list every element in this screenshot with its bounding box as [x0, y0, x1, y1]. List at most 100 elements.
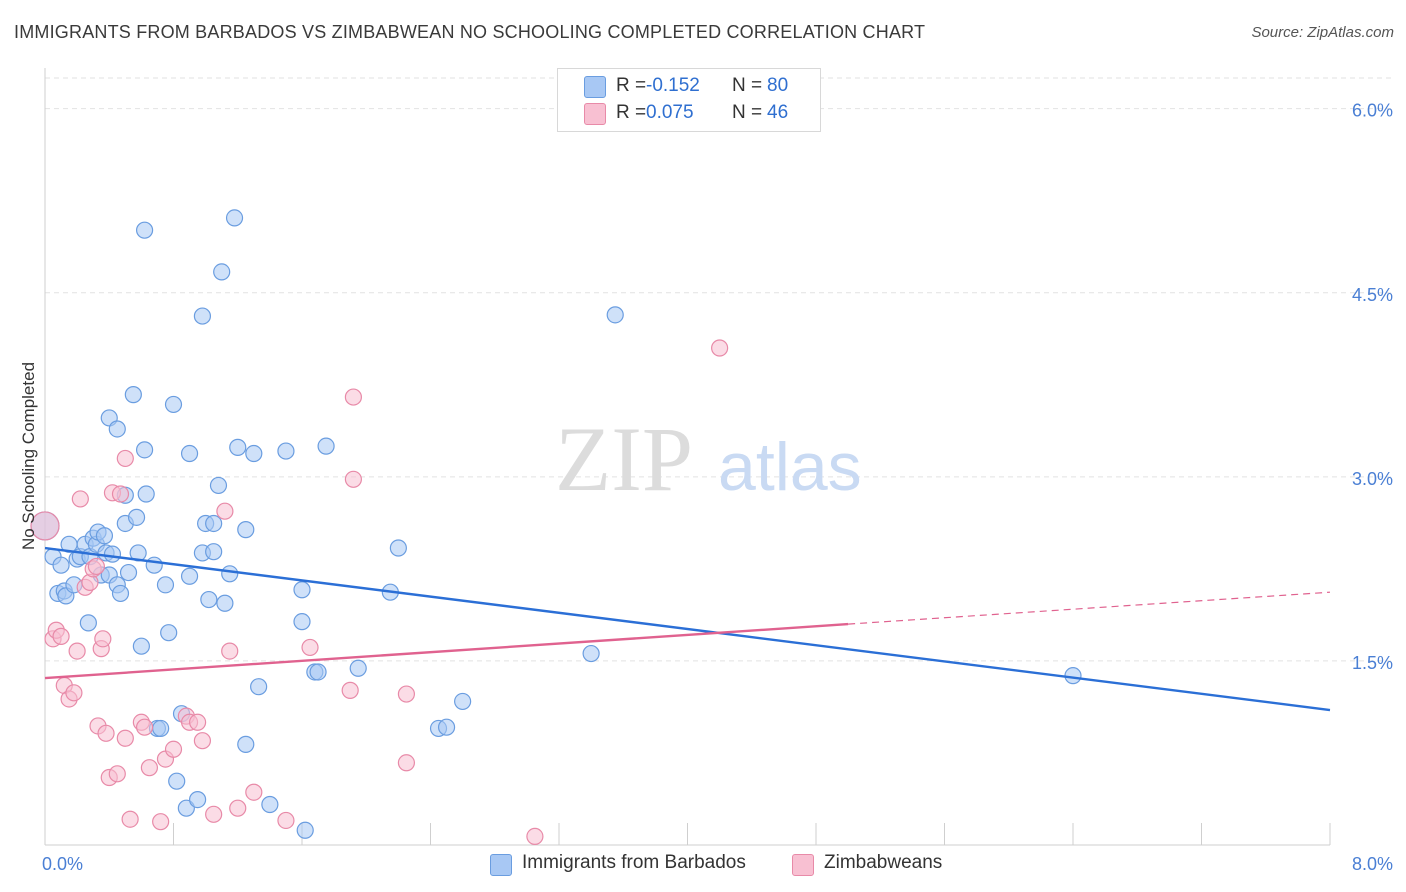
point-zimbabweans	[116, 449, 134, 468]
watermark-atlas: atlas	[718, 429, 862, 505]
legend-swatch-barbados	[490, 854, 512, 876]
point-zimbabweans	[97, 724, 115, 742]
y-tick-label: 4.5%	[1352, 285, 1393, 305]
y-axis-label: No Schooling Completed	[19, 362, 38, 550]
point-barbados	[137, 485, 155, 503]
legend-label-zimbabweans: Zimbabweans	[824, 852, 943, 873]
legend-n-value: 46	[767, 102, 789, 123]
point-zimbabweans	[205, 805, 223, 823]
point-zimbabweans	[216, 502, 234, 520]
trend-line-zimbabweans	[44, 622, 849, 680]
y-tick-label: 3.0%	[1352, 469, 1393, 489]
point-barbados	[188, 790, 207, 809]
point-barbados	[250, 678, 268, 696]
y-tick-label: 1.5%	[1352, 653, 1393, 673]
point-barbados	[119, 563, 138, 582]
point-barbados	[135, 221, 154, 239]
legend-item-barbados[interactable]: Immigrants from Barbados	[490, 852, 770, 878]
point-zimbabweans	[135, 718, 154, 736]
point-zimbabweans	[52, 627, 70, 645]
point-barbados	[168, 772, 186, 790]
point-zimbabweans	[152, 813, 170, 831]
point-barbados	[437, 718, 456, 736]
point-zimbabweans	[94, 630, 112, 648]
point-barbados	[205, 514, 223, 533]
chart-title: IMMIGRANTS FROM BARBADOS VS ZIMBABWEAN N…	[14, 22, 926, 42]
point-zimbabweans	[245, 783, 263, 801]
point-zimbabweans	[193, 732, 212, 750]
point-zimbabweans	[711, 339, 729, 357]
point-barbados	[180, 567, 199, 585]
point-zimbabweans	[397, 685, 416, 703]
legend-r-value: 0.075	[646, 102, 694, 123]
trend-line-barbados	[44, 546, 1331, 712]
point-barbados	[245, 444, 263, 463]
point-zimbabweans	[526, 827, 544, 846]
point-barbados	[606, 306, 624, 324]
point-barbados	[349, 659, 367, 677]
trend-lines	[44, 546, 1331, 712]
point-zimbabweans	[344, 470, 362, 488]
point-zimbabweans	[229, 799, 247, 817]
point-barbados	[582, 644, 600, 663]
point-barbados	[205, 543, 223, 561]
point-zimbabweans	[221, 642, 239, 660]
point-barbados	[156, 576, 175, 594]
point-barbados	[209, 476, 228, 495]
data-points	[30, 209, 1082, 846]
point-barbados	[229, 438, 247, 456]
watermark: ZIP atlas	[555, 408, 862, 510]
x-tick-label: 0.0%	[42, 854, 83, 874]
point-barbados	[221, 565, 239, 583]
axes	[44, 68, 1331, 846]
point-zimbabweans	[188, 713, 207, 731]
point-zimbabweans	[87, 557, 106, 576]
point-barbados	[296, 821, 314, 839]
point-barbados	[293, 581, 311, 599]
point-barbados	[277, 442, 295, 460]
point-zimbabweans	[71, 490, 89, 508]
legend-r-label: R =	[616, 75, 647, 96]
point-barbados	[389, 539, 407, 557]
point-barbados	[132, 637, 150, 655]
legend-swatch-barbados	[584, 76, 606, 98]
point-zimbabweans	[140, 759, 159, 777]
point-zimbabweans	[116, 729, 134, 747]
point-barbados	[317, 437, 335, 455]
point-barbados	[225, 209, 244, 227]
point-barbados	[1064, 667, 1082, 685]
point-barbados	[193, 307, 212, 325]
point-zimbabweans	[344, 388, 362, 406]
point-barbados	[135, 441, 154, 459]
point-barbados	[454, 692, 472, 711]
y-tick-label: 6.0%	[1352, 101, 1393, 121]
point-zimbabweans	[108, 765, 126, 783]
point-barbados	[111, 584, 130, 603]
point-zimbabweans	[65, 684, 83, 702]
point-zimbabweans	[301, 638, 319, 657]
point-barbados	[237, 735, 255, 753]
point-barbados	[95, 527, 114, 545]
point-barbados	[124, 386, 142, 404]
point-zimbabweans	[30, 511, 60, 541]
point-barbados	[108, 420, 126, 438]
x-tick-label: 8.0%	[1352, 854, 1393, 874]
legend-swatch-zimbabweans	[584, 103, 606, 125]
legend-r-label: R =	[616, 102, 647, 123]
point-barbados	[213, 263, 231, 281]
point-barbados	[237, 521, 255, 539]
point-barbados	[293, 613, 311, 631]
point-barbados	[127, 508, 146, 526]
point-zimbabweans	[164, 740, 183, 758]
legend-item-zimbabweans[interactable]: Zimbabweans	[792, 852, 962, 878]
point-barbados	[216, 594, 234, 612]
point-barbados	[79, 614, 97, 632]
point-barbados	[164, 395, 183, 414]
point-barbados	[180, 444, 199, 463]
tick-labels: 1.5% 3.0% 4.5% 6.0% 0.0% 8.0%	[42, 101, 1393, 874]
watermark-zip: ZIP	[555, 408, 693, 510]
point-barbados	[261, 795, 279, 814]
point-barbados	[309, 663, 327, 681]
point-barbados	[200, 590, 218, 609]
